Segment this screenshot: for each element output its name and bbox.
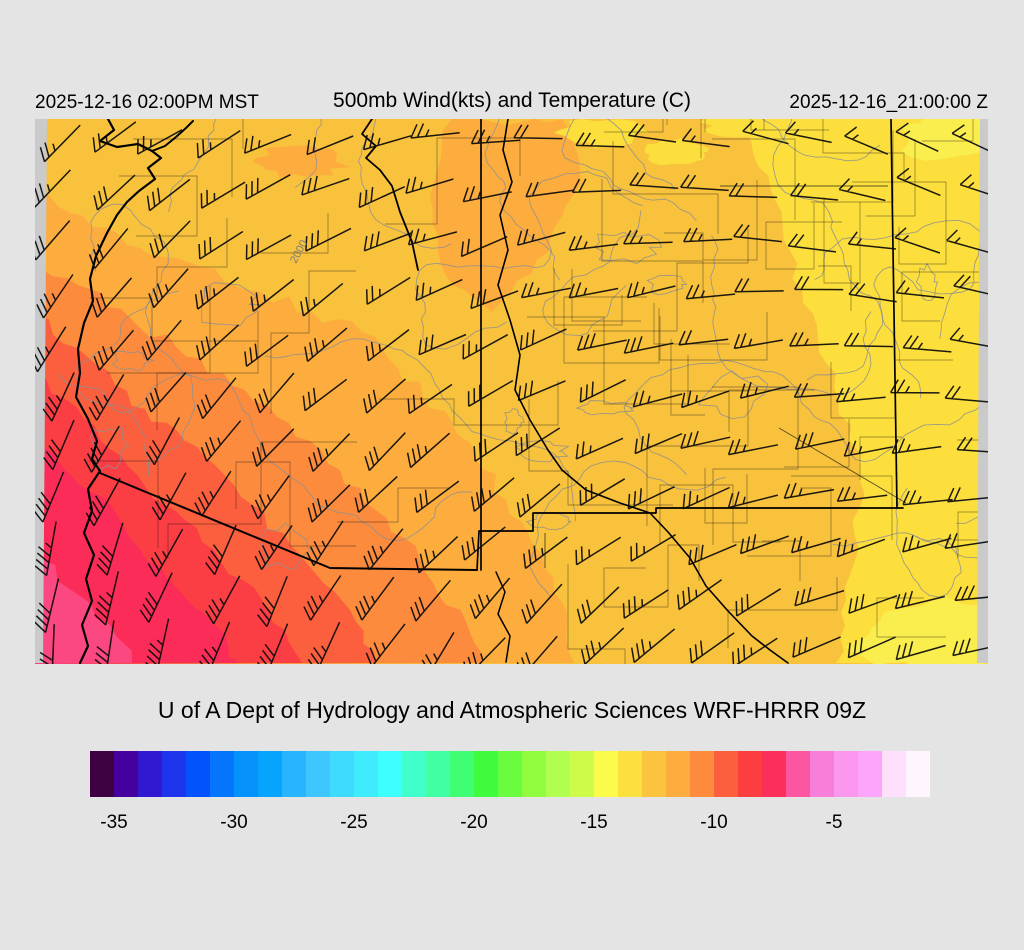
colorbar-segment	[498, 751, 522, 797]
colorbar-segment	[210, 751, 234, 797]
colorbar-segment	[162, 751, 186, 797]
colorbar-segment	[906, 751, 930, 797]
colorbar-tick-label: -35	[100, 812, 128, 833]
sonora-river	[495, 571, 511, 663]
colorbar-segment	[714, 751, 738, 797]
colorado-river	[74, 119, 163, 664]
colorbar-segment	[618, 751, 642, 797]
colorbar-segment	[690, 751, 714, 797]
colorbar-segment	[90, 751, 114, 797]
colorbar-segment	[138, 751, 162, 797]
colorbar-segment	[546, 751, 570, 797]
colorbar-segment	[666, 751, 690, 797]
colorbar-tick-label: -15	[580, 812, 608, 833]
colorado-river-upper-branch	[151, 120, 194, 152]
colorbar-segment	[522, 751, 546, 797]
colorbar-tick-label: -20	[460, 812, 488, 833]
colorbar-segment	[354, 751, 378, 797]
county-lines	[89, 119, 988, 664]
colorbar-tick-label: -10	[700, 812, 728, 833]
colorbar-segment	[234, 751, 258, 797]
colorbar-segment	[330, 751, 354, 797]
colorbar-segment	[858, 751, 882, 797]
colorbar-segment	[834, 751, 858, 797]
colorbar-segment	[186, 751, 210, 797]
temperature-field	[35, 119, 988, 664]
colorbar-segment	[426, 751, 450, 797]
map-title: 500mb Wind(kts) and Temperature (C)	[333, 89, 691, 112]
colorbar-segment	[402, 751, 426, 797]
colorbar-segment	[810, 751, 834, 797]
colorbar-segment	[762, 751, 786, 797]
weather-map: 2000	[35, 119, 988, 664]
colorbar-tick-labels: -35 -30 -25 -20 -15 -10 -5	[90, 812, 930, 838]
footer-credit: U of A Dept of Hydrology and Atmospheric…	[157, 697, 867, 723]
colorbar-segment	[594, 751, 618, 797]
colorbar-segment	[450, 751, 474, 797]
colorbar-segment	[882, 751, 906, 797]
colorbar-segment	[474, 751, 498, 797]
colorbar-segment	[786, 751, 810, 797]
colorbar-tick-label: -5	[825, 812, 843, 833]
domain-edge-strips	[35, 119, 988, 663]
colorbar-segment	[282, 751, 306, 797]
colorbar-tick-label: -25	[340, 812, 368, 833]
colorbar-tick-label: -30	[220, 812, 248, 833]
valid-time-local: 2025-12-16 02:00PM MST	[35, 92, 259, 113]
colorbar-segment	[306, 751, 330, 797]
colorbar-segment	[642, 751, 666, 797]
wind-barbs	[35, 120, 988, 664]
nm-mexico-border	[476, 507, 904, 571]
temperature-colorbar	[90, 751, 930, 797]
colorbar-segment	[258, 751, 282, 797]
state-borders-and-rivers	[74, 119, 904, 664]
colorbar-segment	[378, 751, 402, 797]
az-sonora-border	[99, 472, 478, 571]
rio-grande-river	[497, 119, 789, 664]
colorbar-segment	[570, 751, 594, 797]
colorbar-segment	[738, 751, 762, 797]
colorbar-segment	[114, 751, 138, 797]
valid-time-utc: 2025-12-16_21:00:00 Z	[789, 92, 988, 113]
